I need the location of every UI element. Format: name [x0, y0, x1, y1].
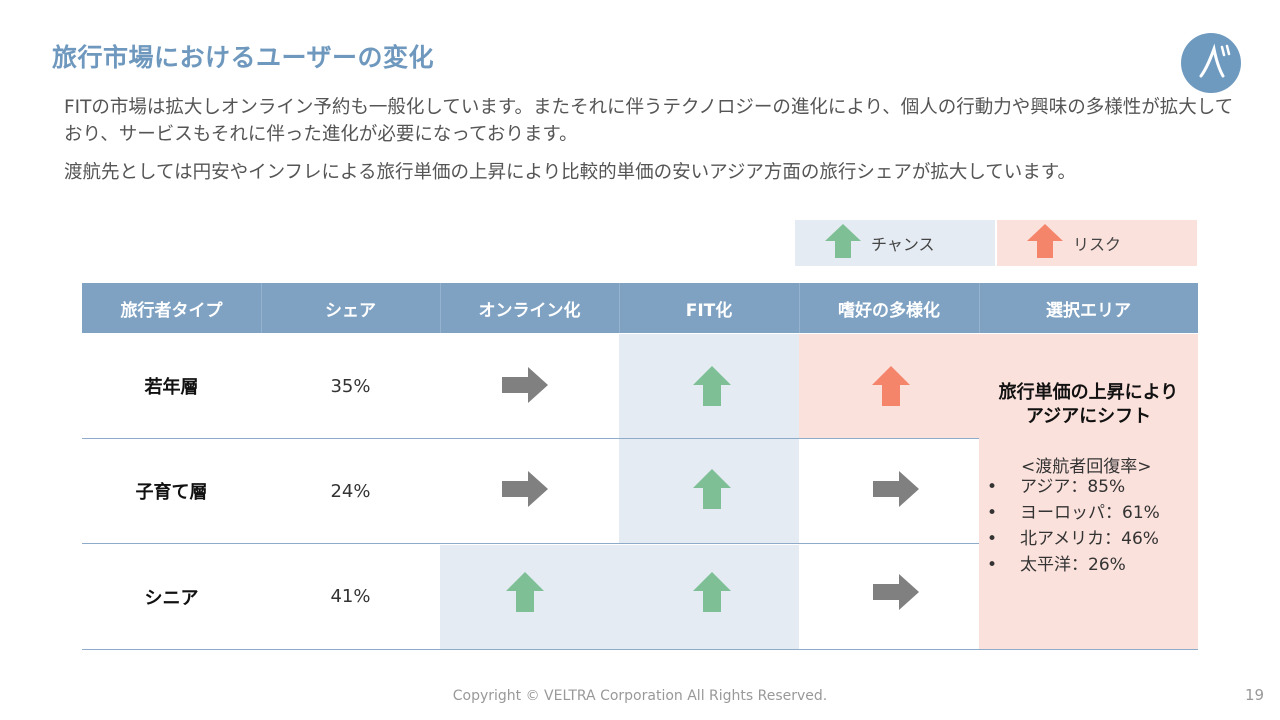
- copyright-footer: Copyright © VELTRA Corporation All Right…: [452, 688, 828, 704]
- share-parenting: 24%: [330, 480, 371, 502]
- list-item: • 太平洋：26%: [987, 552, 1160, 578]
- intro-paragraph: FITの市場は拡大しオンライン予約も一般化しています。またそれに伴うテクノロジー…: [64, 97, 1234, 145]
- page-number: 19: [1245, 686, 1265, 704]
- area-title-line: 旅行単価の上昇により: [998, 382, 1179, 403]
- header-divider: [799, 283, 800, 333]
- bullet: •: [987, 503, 998, 523]
- recovery-rate-asia: アジア：85%: [1020, 477, 1126, 497]
- area-title: 旅行単価の上昇により アジアにシフト: [979, 381, 1198, 429]
- up-arrow-icon: [1027, 224, 1063, 262]
- page-title: 旅行市場におけるユーザーの変化: [52, 43, 435, 72]
- row-divider: [82, 438, 979, 439]
- row-label-parenting: 子育て層: [135, 482, 208, 503]
- list-item: • アジア：85%: [987, 474, 1160, 500]
- header-divider: [619, 283, 620, 333]
- area-subtitle: <渡航者回復率>: [1021, 457, 1152, 477]
- header-fit: FIT化: [685, 300, 733, 321]
- bullet: •: [987, 477, 998, 497]
- header-diversity: 嗜好の多様化: [838, 300, 940, 321]
- row-label-young: 若年層: [144, 377, 199, 398]
- legend-risk-label: リスク: [1073, 235, 1122, 254]
- row-label-senior: シニア: [144, 587, 199, 609]
- destination-paragraph: 渡航先としては円安やインフレによる旅行単価の上昇により比較的単価の安いアジア方面…: [64, 162, 1076, 183]
- table-bottom-border: [82, 649, 1198, 650]
- legend-chance: チャンス: [795, 220, 995, 266]
- up-arrow-icon: [693, 469, 731, 513]
- right-arrow-icon: [502, 367, 548, 407]
- up-arrow-icon: [825, 224, 861, 262]
- legend-risk: リスク: [997, 220, 1197, 266]
- share-senior: 41%: [330, 586, 371, 607]
- header-area: 選択エリア: [1046, 300, 1131, 321]
- up-arrow-icon: [693, 572, 731, 616]
- header-divider: [261, 283, 262, 333]
- row-divider: [82, 543, 979, 544]
- recovery-rate-pacific: 太平洋：26%: [1020, 555, 1126, 575]
- traveler-table: 旅行者タイプ シェア オンライン化 FIT化 嗜好の多様化 選択エリア 旅行単価…: [82, 283, 1198, 650]
- header-divider: [440, 283, 441, 333]
- header-share: シェア: [325, 300, 376, 321]
- up-arrow-icon: [693, 366, 731, 410]
- header-divider: [979, 283, 980, 333]
- legend-chance-label: チャンス: [871, 235, 935, 254]
- share-young: 35%: [330, 375, 371, 397]
- chance-cell-bg: [440, 545, 799, 649]
- right-arrow-icon: [873, 574, 919, 614]
- up-arrow-icon: [506, 572, 544, 616]
- header-traveler-type: 旅行者タイプ: [120, 300, 223, 321]
- recovery-rate-europe: ヨーロッパ：61%: [1020, 503, 1160, 523]
- right-arrow-icon: [873, 471, 919, 511]
- list-item: • ヨーロッパ：61%: [987, 500, 1160, 526]
- up-arrow-icon: [872, 366, 910, 410]
- header-online: オンライン化: [478, 300, 581, 321]
- table-header: 旅行者タイプ シェア オンライン化 FIT化 嗜好の多様化 選択エリア: [82, 283, 1198, 333]
- right-arrow-icon: [502, 471, 548, 511]
- company-logo: [1181, 33, 1241, 93]
- recovery-rate-north-america: 北アメリカ：46%: [1020, 529, 1159, 549]
- recovery-rate-list: • アジア：85% • ヨーロッパ：61% • 北アメリカ：46% • 太平洋：26%: [987, 474, 1160, 578]
- bullet: •: [987, 555, 998, 575]
- area-cell: 旅行単価の上昇により アジアにシフト <渡航者回復率> • アジア：85% • ヨー…: [979, 334, 1198, 650]
- list-item: • 北アメリカ：46%: [987, 526, 1160, 552]
- bullet: •: [987, 529, 998, 549]
- area-title-line: アジアにシフト: [1025, 406, 1152, 427]
